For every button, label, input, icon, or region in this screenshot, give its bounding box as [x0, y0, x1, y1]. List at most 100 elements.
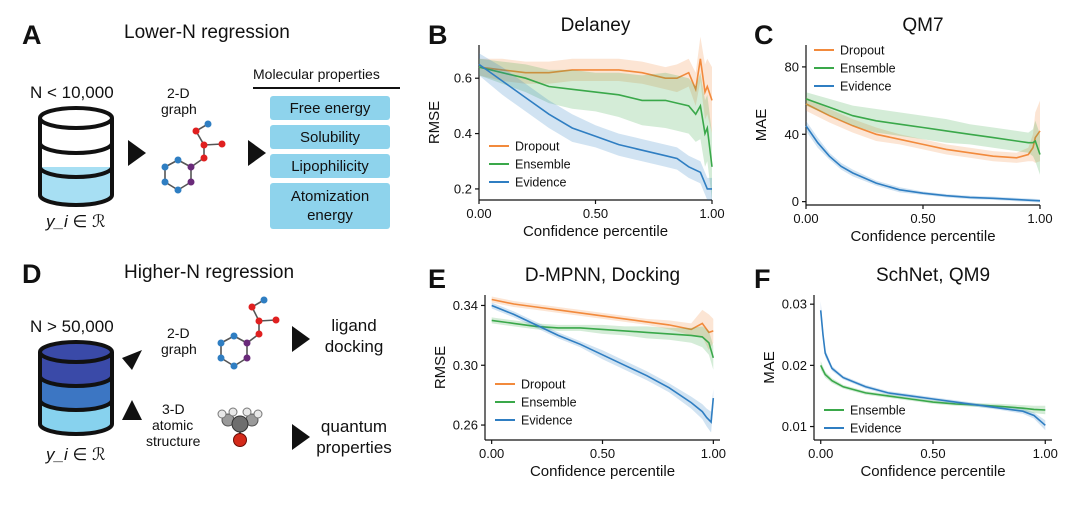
x-tick-label: 1.00: [1027, 211, 1052, 226]
props-header: Molecular properties: [253, 66, 380, 82]
x-tick-label: 0.50: [590, 446, 615, 461]
chart-docking: D-MPNN, Docking 0.00 0.50 1.00 0.26 0.30 0.34 C…: [432, 265, 726, 480]
molecule-graph-icon: [217, 296, 280, 370]
series-line-dropout: [805, 103, 1041, 159]
graph-label-line1: 2-D: [167, 85, 190, 101]
series-line-dropout: [491, 298, 714, 334]
panel-e-label: E: [428, 264, 446, 294]
legend-label-evidence: Evidence: [850, 422, 901, 436]
chart-title: Delaney: [561, 15, 631, 36]
prop-box-solubility: [270, 125, 390, 149]
y-tick-label: 0.03: [782, 297, 807, 312]
series-band-ensemble: [491, 317, 714, 370]
x-tick-label: 0.50: [920, 446, 945, 461]
prop-box-atomization: [270, 183, 390, 229]
arrow-icon: [292, 326, 310, 352]
chart-title: D-MPNN, Docking: [525, 265, 680, 286]
x-tick-label: 1.00: [701, 446, 726, 461]
panel-a-n-label: N < 10,000: [30, 83, 114, 102]
prop-free-energy: Free energy: [290, 100, 371, 117]
graph-label-line2: graph: [161, 101, 197, 117]
panel-f-label: F: [754, 264, 771, 294]
panel-d-n-label: N > 50,000: [30, 317, 114, 336]
chart-title: SchNet, QM9: [876, 265, 990, 286]
panel-a-title: Lower-N regression: [124, 22, 290, 43]
panel-d: D Higher-N regression N > 50,000 y_i ∈ ℛ…: [22, 259, 392, 464]
y-tick-label: 80: [785, 59, 799, 74]
legend-label-dropout: Dropout: [515, 140, 560, 154]
legend-label-dropout: Dropout: [521, 378, 566, 392]
legend-label-ensemble: Ensemble: [840, 62, 896, 76]
arrow-icon: [122, 350, 142, 370]
chart-qm7: QM7 0.00 0.50 1.00 0 40 80 Confidence percentil…: [753, 15, 1053, 245]
prop-lipophilicity: Lipophilicity: [291, 158, 369, 175]
series-line-evidence: [478, 63, 712, 190]
atomic-structure-icon: [217, 407, 263, 447]
panel-d-y-label: y_i ∈ ℛ: [45, 445, 106, 464]
x-tick-label: 0.00: [808, 446, 833, 461]
out-properties: properties: [316, 438, 392, 457]
x-tick-label: 1.00: [1033, 446, 1058, 461]
panel-a-label: A: [22, 20, 42, 50]
legend-label-evidence: Evidence: [840, 80, 891, 94]
series-line-ensemble: [819, 365, 1046, 411]
y-axis-label: MAE: [753, 109, 770, 142]
y-tick-label: 0.26: [453, 418, 478, 433]
y-tick-label: 0.01: [782, 419, 807, 434]
x-tick-label: 0.00: [479, 446, 504, 461]
y-tick-label: 0.30: [453, 358, 478, 373]
series-line-evidence: [491, 304, 715, 424]
prop-solubility: Solubility: [300, 129, 361, 146]
chart-delaney: Delaney 0.00 0.50 1.00 0.2 0.4 0.6 Confidence p…: [426, 15, 725, 240]
y-axis-label: RMSE: [432, 346, 449, 389]
y-tick-label: 40: [785, 127, 799, 142]
legend-label-evidence: Evidence: [515, 176, 566, 190]
series-band-dropout: [806, 97, 1040, 163]
database-icon: [38, 106, 114, 207]
panel-c-label: C: [754, 20, 774, 50]
legend-label-evidence: Evidence: [521, 414, 572, 428]
x-axis-label: Confidence percentile: [860, 463, 1005, 480]
y-tick-label: 0.2: [454, 181, 472, 196]
series-line-ensemble: [478, 66, 713, 167]
panel-b-label: B: [428, 20, 448, 50]
out-docking: docking: [325, 337, 384, 356]
y-tick-label: 0.02: [782, 358, 807, 373]
molecule-graph-icon: [161, 120, 226, 194]
y-tick-label: 0.4: [454, 126, 472, 141]
x-tick-label: 0.50: [583, 206, 608, 221]
series-line-ensemble: [491, 319, 715, 359]
legend-label-ensemble: Ensemble: [515, 158, 571, 172]
legend-label-ensemble: Ensemble: [850, 404, 906, 418]
x-axis-label: Confidence percentile: [850, 228, 995, 245]
series-band-ensemble: [479, 58, 712, 200]
series-band-evidence: [479, 53, 712, 200]
struct-label-line3: structure: [146, 433, 201, 449]
out-quantum: quantum: [321, 417, 387, 436]
series-band-evidence: [491, 302, 714, 433]
database-icon: [38, 340, 114, 436]
series-band-dropout: [479, 36, 712, 134]
chart-qm9: SchNet, QM9 0.00 0.50 1.00 0.01 0.02 0.03 Confi…: [761, 265, 1058, 480]
arrow-icon: [122, 400, 142, 420]
arrow-icon: [248, 140, 266, 166]
y-tick-label: 0.6: [454, 71, 472, 86]
panel-a-y-label: y_i ∈ ℛ: [45, 212, 106, 231]
panel-d-label: D: [22, 259, 42, 289]
series-line-evidence: [805, 125, 1041, 202]
legend-label-dropout: Dropout: [840, 44, 885, 58]
y-axis-label: RMSE: [426, 101, 443, 144]
chart-title: QM7: [902, 15, 943, 36]
prop-box-free-energy: [270, 96, 390, 120]
x-tick-label: 0.50: [910, 211, 935, 226]
prop-energy: energy: [307, 207, 353, 224]
arrow-icon: [292, 424, 310, 450]
legend-label-ensemble: Ensemble: [521, 396, 577, 410]
series-band-dropout: [491, 296, 714, 351]
arrow-icon: [128, 140, 146, 166]
struct-label-line1: 3-D: [162, 401, 185, 417]
struct-label-line2: atomic: [152, 417, 193, 433]
y-axis-label: MAE: [761, 351, 778, 384]
y-tick-label: 0.34: [453, 298, 478, 313]
